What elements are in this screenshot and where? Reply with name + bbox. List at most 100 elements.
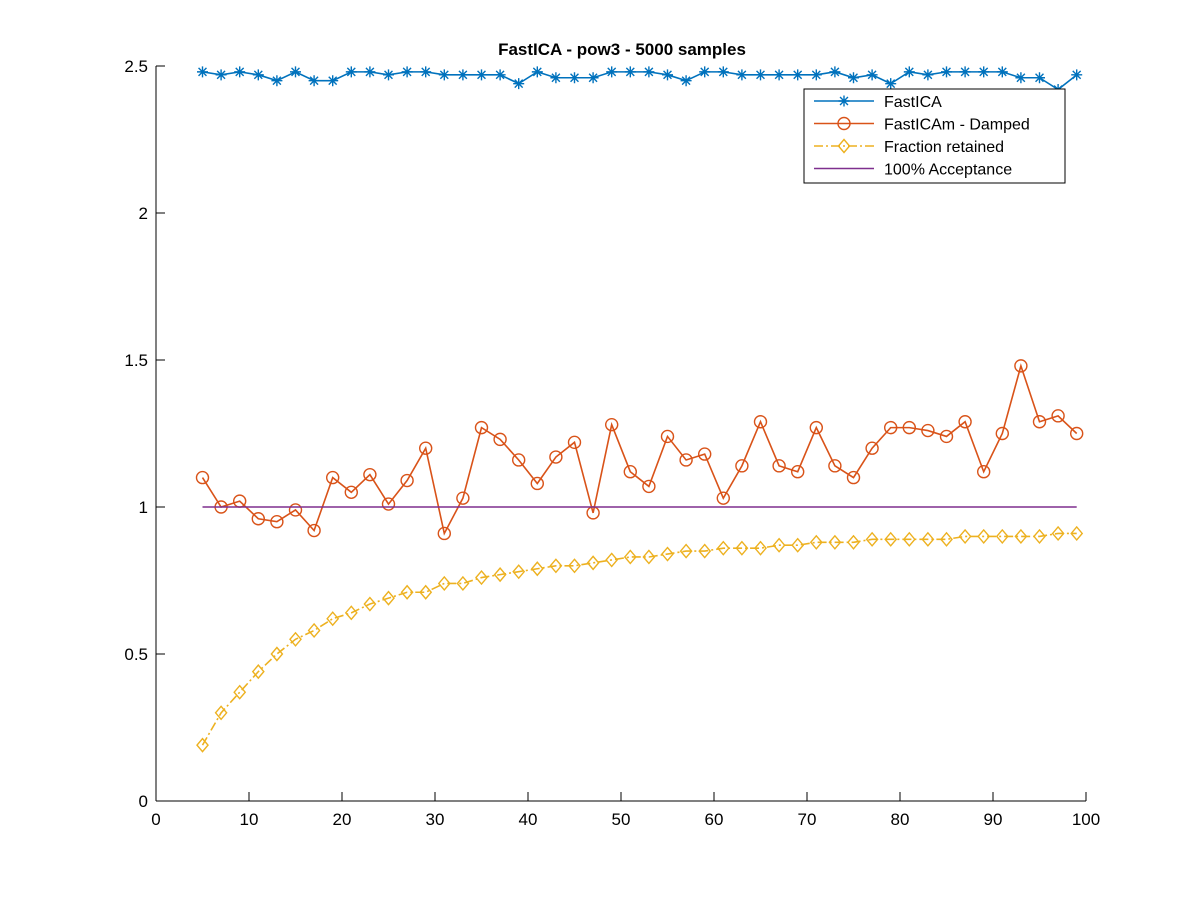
- legend-label: FastICAm - Damped: [884, 117, 1030, 134]
- series-3-point: [437, 575, 451, 592]
- series-1-point: [308, 75, 320, 87]
- series-3-point: [363, 596, 377, 612]
- series-2-point: [939, 429, 954, 444]
- series-3-point: [791, 537, 805, 553]
- series-3-point: [679, 543, 693, 559]
- y-tick-label: 0.5: [124, 645, 148, 664]
- series-1-point: [996, 66, 1008, 78]
- y-tick-label: 1: [139, 498, 148, 517]
- series-1-point: [922, 69, 934, 81]
- series-3-point: [326, 611, 340, 627]
- series-3-point: [642, 549, 656, 565]
- legend-label: FastICA: [884, 94, 942, 111]
- series-2-point: [865, 441, 879, 455]
- series-1-point: [903, 66, 915, 78]
- series-3-point: [289, 631, 302, 647]
- series-2-point: [307, 523, 321, 538]
- series-1-point: [290, 66, 301, 78]
- series-3-point: [828, 534, 842, 550]
- series-3-point: [977, 528, 991, 544]
- series-3: [196, 525, 1084, 753]
- series-2-point: [195, 470, 210, 485]
- series-3-point: [456, 575, 470, 592]
- x-tick-label: 30: [426, 810, 445, 829]
- legend-marker: [837, 116, 851, 131]
- series-3-point: [902, 531, 916, 547]
- series-2-point: [326, 470, 340, 485]
- series-2-point: [1051, 409, 1065, 423]
- series-2-point: [567, 435, 582, 450]
- series-3-point: [233, 684, 247, 700]
- series-2-point: [530, 476, 544, 491]
- series-2-point: [437, 526, 451, 541]
- series-1: [197, 66, 1083, 96]
- series-3-point: [475, 569, 488, 586]
- x-tick-label: 20: [333, 810, 352, 829]
- series-1-point: [345, 66, 357, 78]
- series-3-point: [196, 737, 209, 753]
- series-1-point: [1071, 69, 1083, 81]
- series-2-point: [381, 497, 396, 511]
- series-3-point: [586, 555, 600, 571]
- series-1-point: [587, 72, 599, 84]
- legend-marker: [837, 138, 851, 154]
- series-2-point: [958, 415, 972, 429]
- series-3-point: [605, 552, 619, 568]
- series-1-point: [457, 69, 469, 81]
- x-tick-label: 70: [798, 810, 817, 829]
- series-1-point: [829, 66, 841, 78]
- series-1-point: [197, 66, 208, 78]
- series-1-point: [736, 69, 748, 81]
- series-1-point: [438, 69, 450, 81]
- legend-entry-1: FastICA: [814, 94, 942, 111]
- series-3-point: [865, 531, 879, 547]
- series-1-point: [383, 69, 394, 81]
- y-tick-label: 2.5: [124, 57, 148, 76]
- series-1-point: [773, 69, 785, 81]
- series-3-point: [1051, 525, 1065, 542]
- legend-marker: [838, 95, 850, 107]
- series-2-point: [456, 491, 470, 505]
- series-2-point: [902, 420, 916, 435]
- series-1-point: [234, 66, 246, 78]
- series-1-point: [959, 66, 971, 78]
- series-3-point: [344, 605, 358, 621]
- series-2-point: [474, 420, 489, 435]
- series-1-point: [401, 66, 413, 78]
- series-1-point: [680, 75, 692, 87]
- series-3-point: [549, 558, 563, 574]
- series-1-point: [1015, 72, 1027, 84]
- series-2-point: [623, 465, 637, 479]
- legend-entry-4: 100% Acceptance: [814, 162, 1012, 179]
- series-1-point: [624, 66, 636, 78]
- series-3-point: [512, 564, 526, 580]
- series-3-point: [884, 531, 898, 547]
- series-1-point: [327, 75, 339, 87]
- series-1-point: [569, 72, 580, 84]
- x-tick-label: 50: [612, 810, 631, 829]
- series-3-point: [568, 558, 581, 574]
- series-1-point: [271, 75, 283, 87]
- series-3-point: [661, 546, 674, 562]
- series-3-point: [921, 531, 935, 547]
- series-1-point: [215, 69, 227, 81]
- series-2-point: [1014, 359, 1028, 373]
- series-1-point: [513, 78, 525, 90]
- series-2-point: [884, 420, 898, 435]
- series-2-point: [344, 485, 358, 499]
- series-3-point: [1033, 528, 1046, 544]
- series-3-line: [201, 532, 1077, 746]
- series-3-point: [809, 534, 823, 550]
- series-2-line: [201, 363, 1078, 536]
- x-tick-label: 60: [705, 810, 724, 829]
- x-tick-label: 10: [240, 810, 259, 829]
- series-3-point: [307, 622, 321, 639]
- axes: 0 10 20 30 40 50 60 70 80 90 100 0 0.5 1 1.5 2 2.5: [124, 57, 1100, 829]
- series-2: [195, 359, 1084, 541]
- series-1-point: [885, 78, 897, 90]
- series-2-point: [363, 467, 377, 482]
- series-1-point: [755, 69, 766, 81]
- series-3-point: [530, 561, 544, 577]
- legend-entry-2: FastICAm - Damped: [814, 117, 1030, 134]
